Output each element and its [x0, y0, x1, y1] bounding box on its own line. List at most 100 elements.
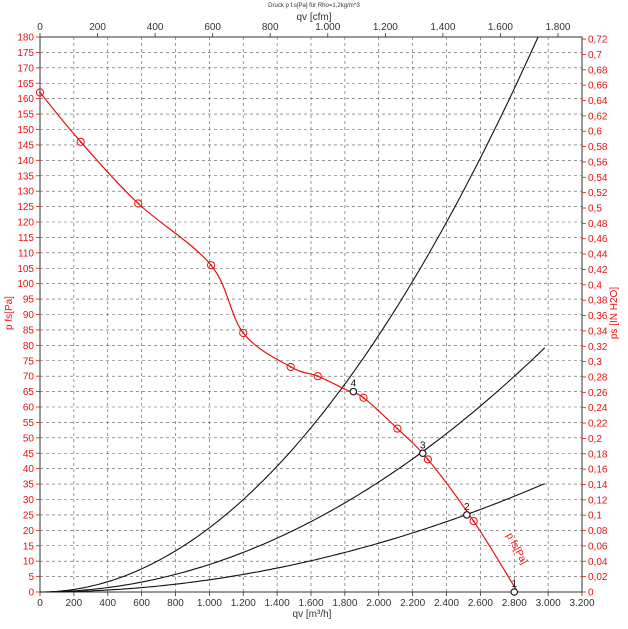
fan-curve-marker-dot: [242, 332, 245, 334]
operating-point-marker: [419, 449, 427, 457]
y-tick-label: 100: [17, 279, 34, 290]
y2-tick-label: 0,24: [588, 403, 608, 414]
y-tick-label: 110: [18, 248, 34, 259]
y2-tick-label: 0,52: [588, 188, 608, 199]
y2-tick-label: 0,3: [588, 357, 602, 368]
operating-point-label: 1: [511, 579, 517, 590]
y-tick-label: 130: [17, 187, 34, 198]
y2-tick-label: 0,64: [588, 96, 608, 107]
y2-tick-label: 0,46: [588, 234, 608, 245]
y2-tick-label: 0,68: [588, 65, 608, 76]
x-tick-label: 600: [133, 598, 150, 609]
y-axis-ticks: 0 5 10 15 20 25 30 35 40 45 50 55 60 65 70 75 80 85 90 95 10…: [17, 33, 40, 599]
fan-curve-marker: [393, 424, 402, 433]
y2-tick-label: 0,16: [588, 465, 608, 476]
fan-curve-marker-dot: [362, 396, 365, 399]
x-axis-title: qv [m³/h]: [293, 609, 332, 620]
y2-tick-label: 0,38: [588, 296, 608, 307]
y2-tick-label: 0,26: [588, 388, 608, 399]
y2-tick-label: 0,32: [588, 342, 608, 353]
operating-point-label: 2: [464, 502, 470, 513]
x2-tick-label: 600: [204, 22, 221, 33]
y-tick-label: 155: [17, 110, 34, 121]
x-tick-label: 2.600: [468, 598, 493, 609]
y-tick-label: 5: [28, 572, 34, 583]
y2-tick-label: 0: [588, 588, 594, 599]
x-tick-label: 2.400: [434, 598, 459, 609]
x2-tick-label: 1.400: [430, 22, 455, 33]
y-tick-label: 75: [23, 356, 35, 367]
y-tick-label: 40: [23, 464, 35, 475]
y-tick-label: 165: [17, 79, 34, 90]
y-tick-label: 175: [17, 48, 34, 59]
x-tick-label: 200: [66, 598, 83, 609]
y-tick-label: 45: [23, 449, 35, 460]
fan-curve-marker-dot: [289, 365, 292, 368]
y2-tick-label: 0,58: [588, 142, 608, 153]
fan-curve-marker: [76, 137, 85, 146]
y2-tick-label: 0,34: [588, 326, 608, 337]
y2-axis-title: ps [IN H2O]: [609, 287, 620, 339]
operating-point-marker: [463, 511, 471, 519]
fan-curve-marker-dot: [316, 375, 319, 378]
y2-tick-label: 0,18: [588, 449, 608, 460]
fan-curve-marker-dot: [79, 140, 82, 143]
fan-curve-marker: [423, 455, 432, 464]
fan-curve-marker: [35, 88, 45, 97]
y2-tick-label: 0,06: [588, 541, 608, 552]
y2-tick-label: 0,5: [588, 204, 602, 215]
x-tick-label: 2.000: [366, 598, 391, 609]
operating-points: 4 3 2 1: [349, 379, 518, 596]
y2-tick-label: 0,4: [588, 280, 602, 291]
y-tick-label: 10: [23, 557, 35, 568]
y2-tick-label: 0,1: [588, 511, 602, 522]
y-tick-label: 180: [17, 33, 34, 44]
y-tick-label: 125: [17, 202, 34, 213]
y-tick-label: 105: [17, 264, 34, 275]
y2-tick-label: 0,04: [588, 557, 608, 568]
y2-tick-label: 0,2: [588, 434, 602, 445]
y2-tick-label: 0,02: [588, 572, 608, 583]
x-tick-label: 2.800: [502, 598, 527, 609]
y-tick-label: 65: [23, 387, 35, 398]
fan-curve-marker-dot: [210, 264, 213, 267]
y-tick-label: 115: [18, 233, 34, 244]
x-axis-ticks: 0 200 400 600 800 1.000 1.200 1.400 1.600 1.800 2.…: [37, 592, 595, 609]
fan-curve-marker: [286, 362, 295, 372]
y2-tick-label: 0,72: [588, 35, 608, 46]
x2-axis-ticks: 0 200 400 600 800 1.000 1.200 1.400 1.600 1.800: [37, 22, 571, 37]
y-tick-label: 150: [17, 125, 34, 136]
fan-curve-marker: [239, 328, 248, 338]
fan-curve-marker: [313, 372, 322, 381]
fan-curve-marker: [359, 393, 368, 402]
y-tick-label: 30: [23, 495, 35, 506]
x-tick-label: 1.200: [231, 598, 256, 609]
x2-tick-label: 800: [262, 22, 279, 33]
y-tick-label: 170: [17, 63, 34, 74]
y-tick-label: 20: [23, 526, 35, 537]
fan-curve-marker: [134, 199, 143, 208]
grid: [40, 37, 582, 592]
x-tick-label: 1.800: [332, 598, 357, 609]
x2-tick-label: 1.200: [373, 22, 398, 33]
y2-tick-label: 0,36: [588, 311, 608, 322]
x2-tick-label: 1.000: [315, 22, 340, 33]
y-tick-label: 135: [17, 171, 34, 182]
x2-tick-label: 200: [89, 22, 106, 33]
x2-tick-label: 1.800: [545, 22, 570, 33]
system-curves: [40, 36, 546, 593]
y2-tick-label: 0,6: [588, 127, 602, 138]
fan-curve-group: [35, 88, 519, 593]
y-tick-label: 95: [23, 295, 35, 306]
y2-tick-label: 0,28: [588, 372, 608, 383]
x-tick-label: 800: [167, 598, 184, 609]
y2-tick-label: 0,62: [588, 111, 608, 122]
y-tick-label: 0: [28, 588, 34, 599]
y-tick-label: 60: [23, 403, 35, 414]
y2-tick-label: 0,12: [588, 495, 608, 506]
y2-tick-label: 0,66: [588, 81, 608, 92]
x-tick-label: 3.200: [569, 598, 594, 609]
fan-curve-marker-dot: [426, 458, 429, 461]
system-curve-line: [40, 483, 545, 593]
